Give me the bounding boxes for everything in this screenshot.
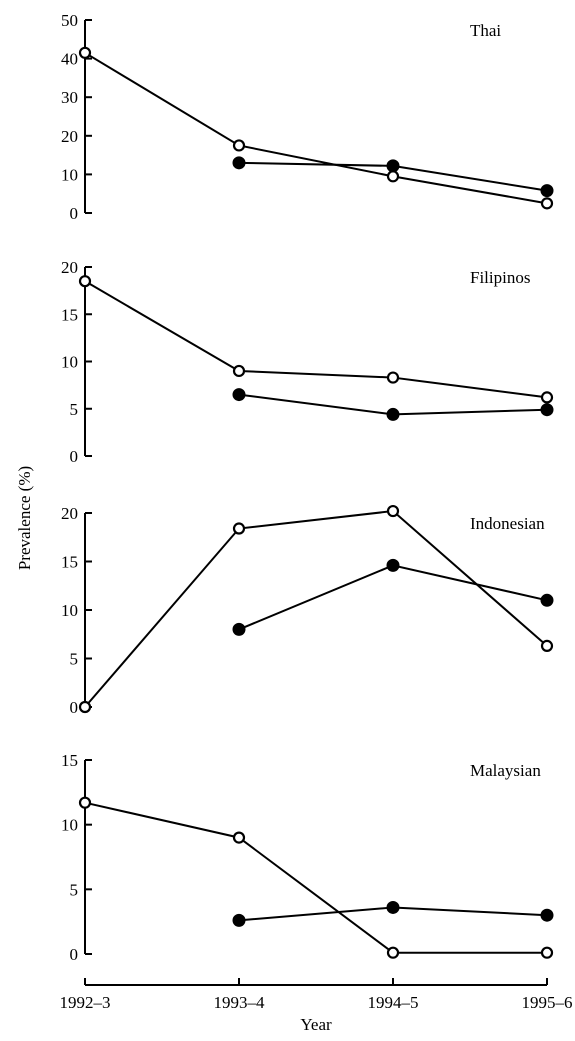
series-line-open	[84, 801, 547, 954]
y-axis-label: Prevalence (%)	[15, 466, 34, 570]
panel-title: Filipinos	[470, 268, 530, 287]
open-circle-point	[78, 275, 92, 288]
panel-title: Thai	[470, 21, 501, 40]
y-tick-label: 5	[70, 880, 79, 899]
series-line-open	[84, 280, 548, 399]
filled-circle-point	[386, 407, 400, 421]
filled-circle-point	[386, 558, 400, 572]
y-tick-label: 15	[61, 553, 78, 572]
open-circle-point	[232, 522, 246, 535]
x-tick-label: 1994–5	[368, 993, 419, 1012]
open-circle-point	[540, 639, 554, 652]
chart-panel-1: 0 10 20 30 40 50 Thai	[61, 11, 554, 223]
y-tick-label: 10	[61, 816, 78, 835]
series-line-open	[84, 510, 548, 708]
y-tick-label: 15	[61, 305, 78, 324]
open-circle-point	[78, 700, 92, 714]
open-circle-point	[78, 796, 92, 809]
panel-title: Indonesian	[470, 514, 545, 533]
y-tick-label: 10	[61, 165, 78, 184]
y-tick-label: 10	[61, 601, 78, 620]
open-circle-point	[386, 946, 400, 959]
y-tick-label: 20	[61, 127, 78, 146]
open-circle-point	[78, 46, 92, 59]
y-tick-label: 20	[61, 258, 78, 277]
open-circle-point	[232, 139, 246, 152]
chart-panel-3: 0 5 10 15 20 Indonesian	[61, 504, 554, 717]
filled-circle-point	[540, 593, 554, 607]
open-circle-point	[540, 197, 554, 210]
open-circle-point	[540, 391, 554, 404]
filled-circle-point	[232, 913, 246, 927]
y-tick-label: 30	[61, 88, 78, 107]
x-axis-label: Year	[300, 1015, 332, 1034]
panel-title: Malaysian	[470, 761, 541, 780]
filled-circle-point	[540, 403, 554, 417]
open-circle-point	[386, 371, 400, 384]
filled-circle-point	[232, 622, 246, 636]
x-tick-label: 1993–4	[214, 993, 266, 1012]
open-circle-point	[232, 831, 246, 844]
y-tick-label: 40	[61, 50, 78, 69]
y-tick-label: 5	[70, 650, 79, 669]
open-circle-point	[540, 946, 554, 959]
open-circle-point	[386, 504, 400, 518]
y-tick-label: 5	[70, 400, 79, 419]
series-line-filled	[238, 564, 548, 631]
open-circle-point	[232, 364, 246, 378]
x-tick-label: 1995–6	[522, 993, 573, 1012]
filled-circle-point	[386, 900, 400, 914]
y-tick-label: 20	[61, 504, 78, 523]
filled-circle-point	[386, 159, 400, 173]
y-tick-label: 0	[70, 945, 79, 964]
y-tick-label: 50	[61, 11, 78, 30]
y-tick-label: 15	[61, 751, 78, 770]
y-tick-label: 0	[70, 204, 79, 223]
x-tick-label: 1992–3	[60, 993, 111, 1012]
y-tick-label: 10	[61, 353, 78, 372]
filled-circle-point	[540, 908, 554, 922]
y-tick-label: 0	[70, 447, 79, 466]
chart-panel-4: 0 5 10 15 Malaysian	[61, 751, 554, 964]
filled-circle-point	[540, 184, 554, 198]
filled-circle-point	[232, 388, 246, 402]
chart-panel-2: 0 5 10 15 20 Filipinos	[61, 258, 554, 466]
open-circle-point	[386, 170, 400, 183]
series-line-open	[84, 51, 548, 205]
y-tick-label: 0	[70, 698, 79, 717]
x-axis: 1992–3 1993–4 1994–5 1995–6	[60, 978, 573, 1012]
filled-circle-point	[232, 156, 246, 170]
